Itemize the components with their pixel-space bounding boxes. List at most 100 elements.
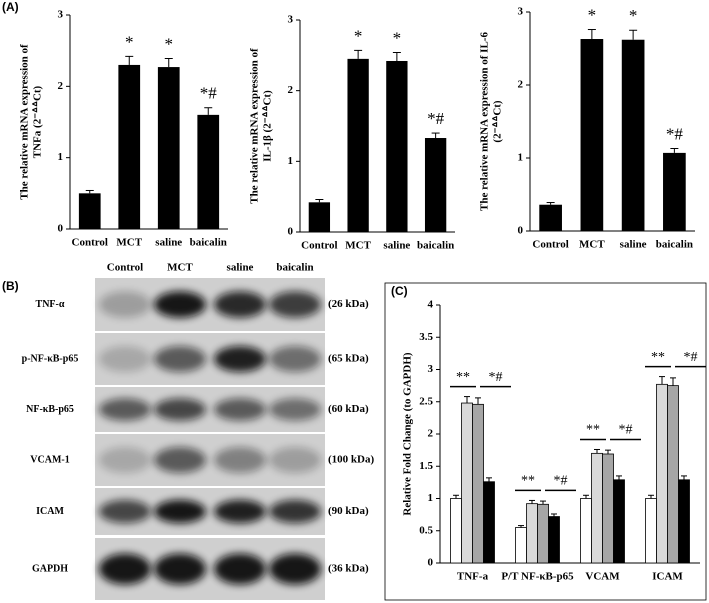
- y-axis-label: Relative Fold Change (to GAPDH): [402, 352, 414, 515]
- significance-mark: *: [588, 5, 597, 24]
- y-tick-label: 2: [428, 428, 434, 440]
- y-tick-label: 0: [288, 226, 294, 238]
- x-tick-label: VCAM: [585, 571, 620, 583]
- y-axis-label: The relative mRNA expression of IL-6: [479, 32, 491, 211]
- protein-label: VCAM-1: [30, 454, 69, 465]
- blot-band: [154, 499, 206, 524]
- blot-band: [99, 553, 151, 585]
- bar: [602, 453, 614, 564]
- panel-label: (B): [2, 279, 19, 293]
- y-tick-label: 3: [428, 363, 434, 375]
- significance-mark: *#: [554, 474, 568, 489]
- bar: [663, 152, 686, 231]
- lane-label: MCT: [167, 262, 193, 274]
- blot-band: [154, 447, 206, 473]
- bar: [645, 498, 657, 564]
- x-tick-label: baicalin: [656, 239, 693, 251]
- blot-band: [269, 346, 321, 372]
- significance-mark: **: [456, 370, 470, 385]
- y-tick-label: 4: [428, 299, 434, 311]
- size-label: (100 kDa): [328, 454, 374, 466]
- y-tick-label: 3: [288, 14, 294, 26]
- y-tick-label: 2: [288, 84, 294, 96]
- x-tick-label: Control: [72, 237, 108, 249]
- blot-band: [269, 499, 321, 524]
- bar: [621, 39, 645, 231]
- y-axis-label: TNFa (2⁻ᐞᐞCt): [32, 85, 44, 158]
- protein-label: ICAM: [36, 506, 64, 517]
- size-label: (65 kDa): [328, 353, 369, 365]
- bar: [539, 204, 562, 231]
- significance-mark: *: [165, 34, 174, 53]
- size-label: (90 kDa): [328, 505, 369, 517]
- y-tick-label: 3.5: [419, 331, 433, 343]
- y-axis-label: The relative mRNA expression of: [19, 44, 31, 200]
- significance-mark: *#: [619, 423, 633, 438]
- y-tick-label: 2.5: [419, 395, 433, 407]
- significance-mark: **: [586, 423, 600, 438]
- blot-band: [214, 447, 266, 473]
- x-tick-label: Control: [532, 239, 568, 251]
- x-tick-label: MCT: [116, 237, 142, 249]
- panel-label: (C): [391, 284, 408, 298]
- y-axis-label: The relative mRNA expression of: [249, 48, 261, 204]
- y-tick-label: 3: [58, 9, 64, 21]
- protein-label: GAPDH: [32, 563, 68, 574]
- blot-band: [214, 553, 266, 585]
- significance-mark: *#: [489, 370, 503, 385]
- bar: [118, 64, 141, 229]
- significance-mark: **: [651, 350, 665, 365]
- protein-label: TNF-α: [36, 299, 65, 310]
- lane-label: Control: [107, 262, 143, 274]
- size-label: (26 kDa): [328, 298, 369, 310]
- x-tick-label: baicalin: [417, 240, 454, 252]
- bar: [537, 503, 549, 564]
- bar: [197, 114, 220, 229]
- x-tick-label: MCT: [579, 239, 605, 251]
- blot-band: [99, 398, 151, 421]
- bar: [347, 58, 369, 232]
- x-tick-label: ICAM: [652, 571, 683, 583]
- y-tick-label: 1: [58, 151, 64, 163]
- significance-mark: *: [354, 26, 363, 45]
- protein-label: NF-κB-p65: [26, 404, 74, 415]
- y-tick-label: 2: [518, 79, 524, 91]
- bar: [483, 481, 495, 564]
- significance-mark: *#: [684, 350, 698, 365]
- x-tick-label: saline: [620, 239, 647, 251]
- significance-mark: *#: [427, 109, 445, 128]
- lane-label: baicalin: [276, 262, 313, 274]
- x-tick-label: P/T NF-κB-p65: [501, 571, 574, 583]
- bar: [580, 39, 604, 232]
- x-tick-label: TNF-a: [457, 571, 489, 583]
- bar: [78, 193, 101, 229]
- bar: [548, 516, 560, 564]
- bar: [308, 202, 331, 232]
- blot-band: [214, 398, 266, 421]
- y-tick-label: 0: [58, 223, 64, 235]
- y-tick-label: 0.5: [419, 524, 433, 536]
- x-tick-label: MCT: [345, 240, 371, 252]
- significance-mark: **: [521, 474, 535, 489]
- significance-mark: *: [125, 32, 134, 51]
- bar: [678, 479, 690, 564]
- blot-band: [214, 499, 266, 524]
- bar: [461, 402, 473, 564]
- y-tick-label: 3: [518, 6, 524, 18]
- lane-label: saline: [227, 262, 254, 274]
- size-label: (60 kDa): [328, 403, 369, 415]
- y-axis-label: (2⁻ᐞᐞCt): [492, 100, 504, 143]
- significance-mark: *: [629, 6, 638, 25]
- bar: [472, 403, 484, 564]
- blot-band: [269, 447, 321, 473]
- bar: [667, 385, 679, 564]
- blot-band: [154, 346, 206, 372]
- blot-band: [99, 291, 151, 318]
- blot-band: [214, 346, 266, 372]
- blot-band: [269, 553, 321, 585]
- protein-label: p-NF-κB-p65: [22, 353, 79, 364]
- bar: [580, 498, 592, 564]
- blot-band: [99, 447, 151, 473]
- significance-mark: *#: [666, 124, 684, 143]
- bar: [526, 503, 538, 564]
